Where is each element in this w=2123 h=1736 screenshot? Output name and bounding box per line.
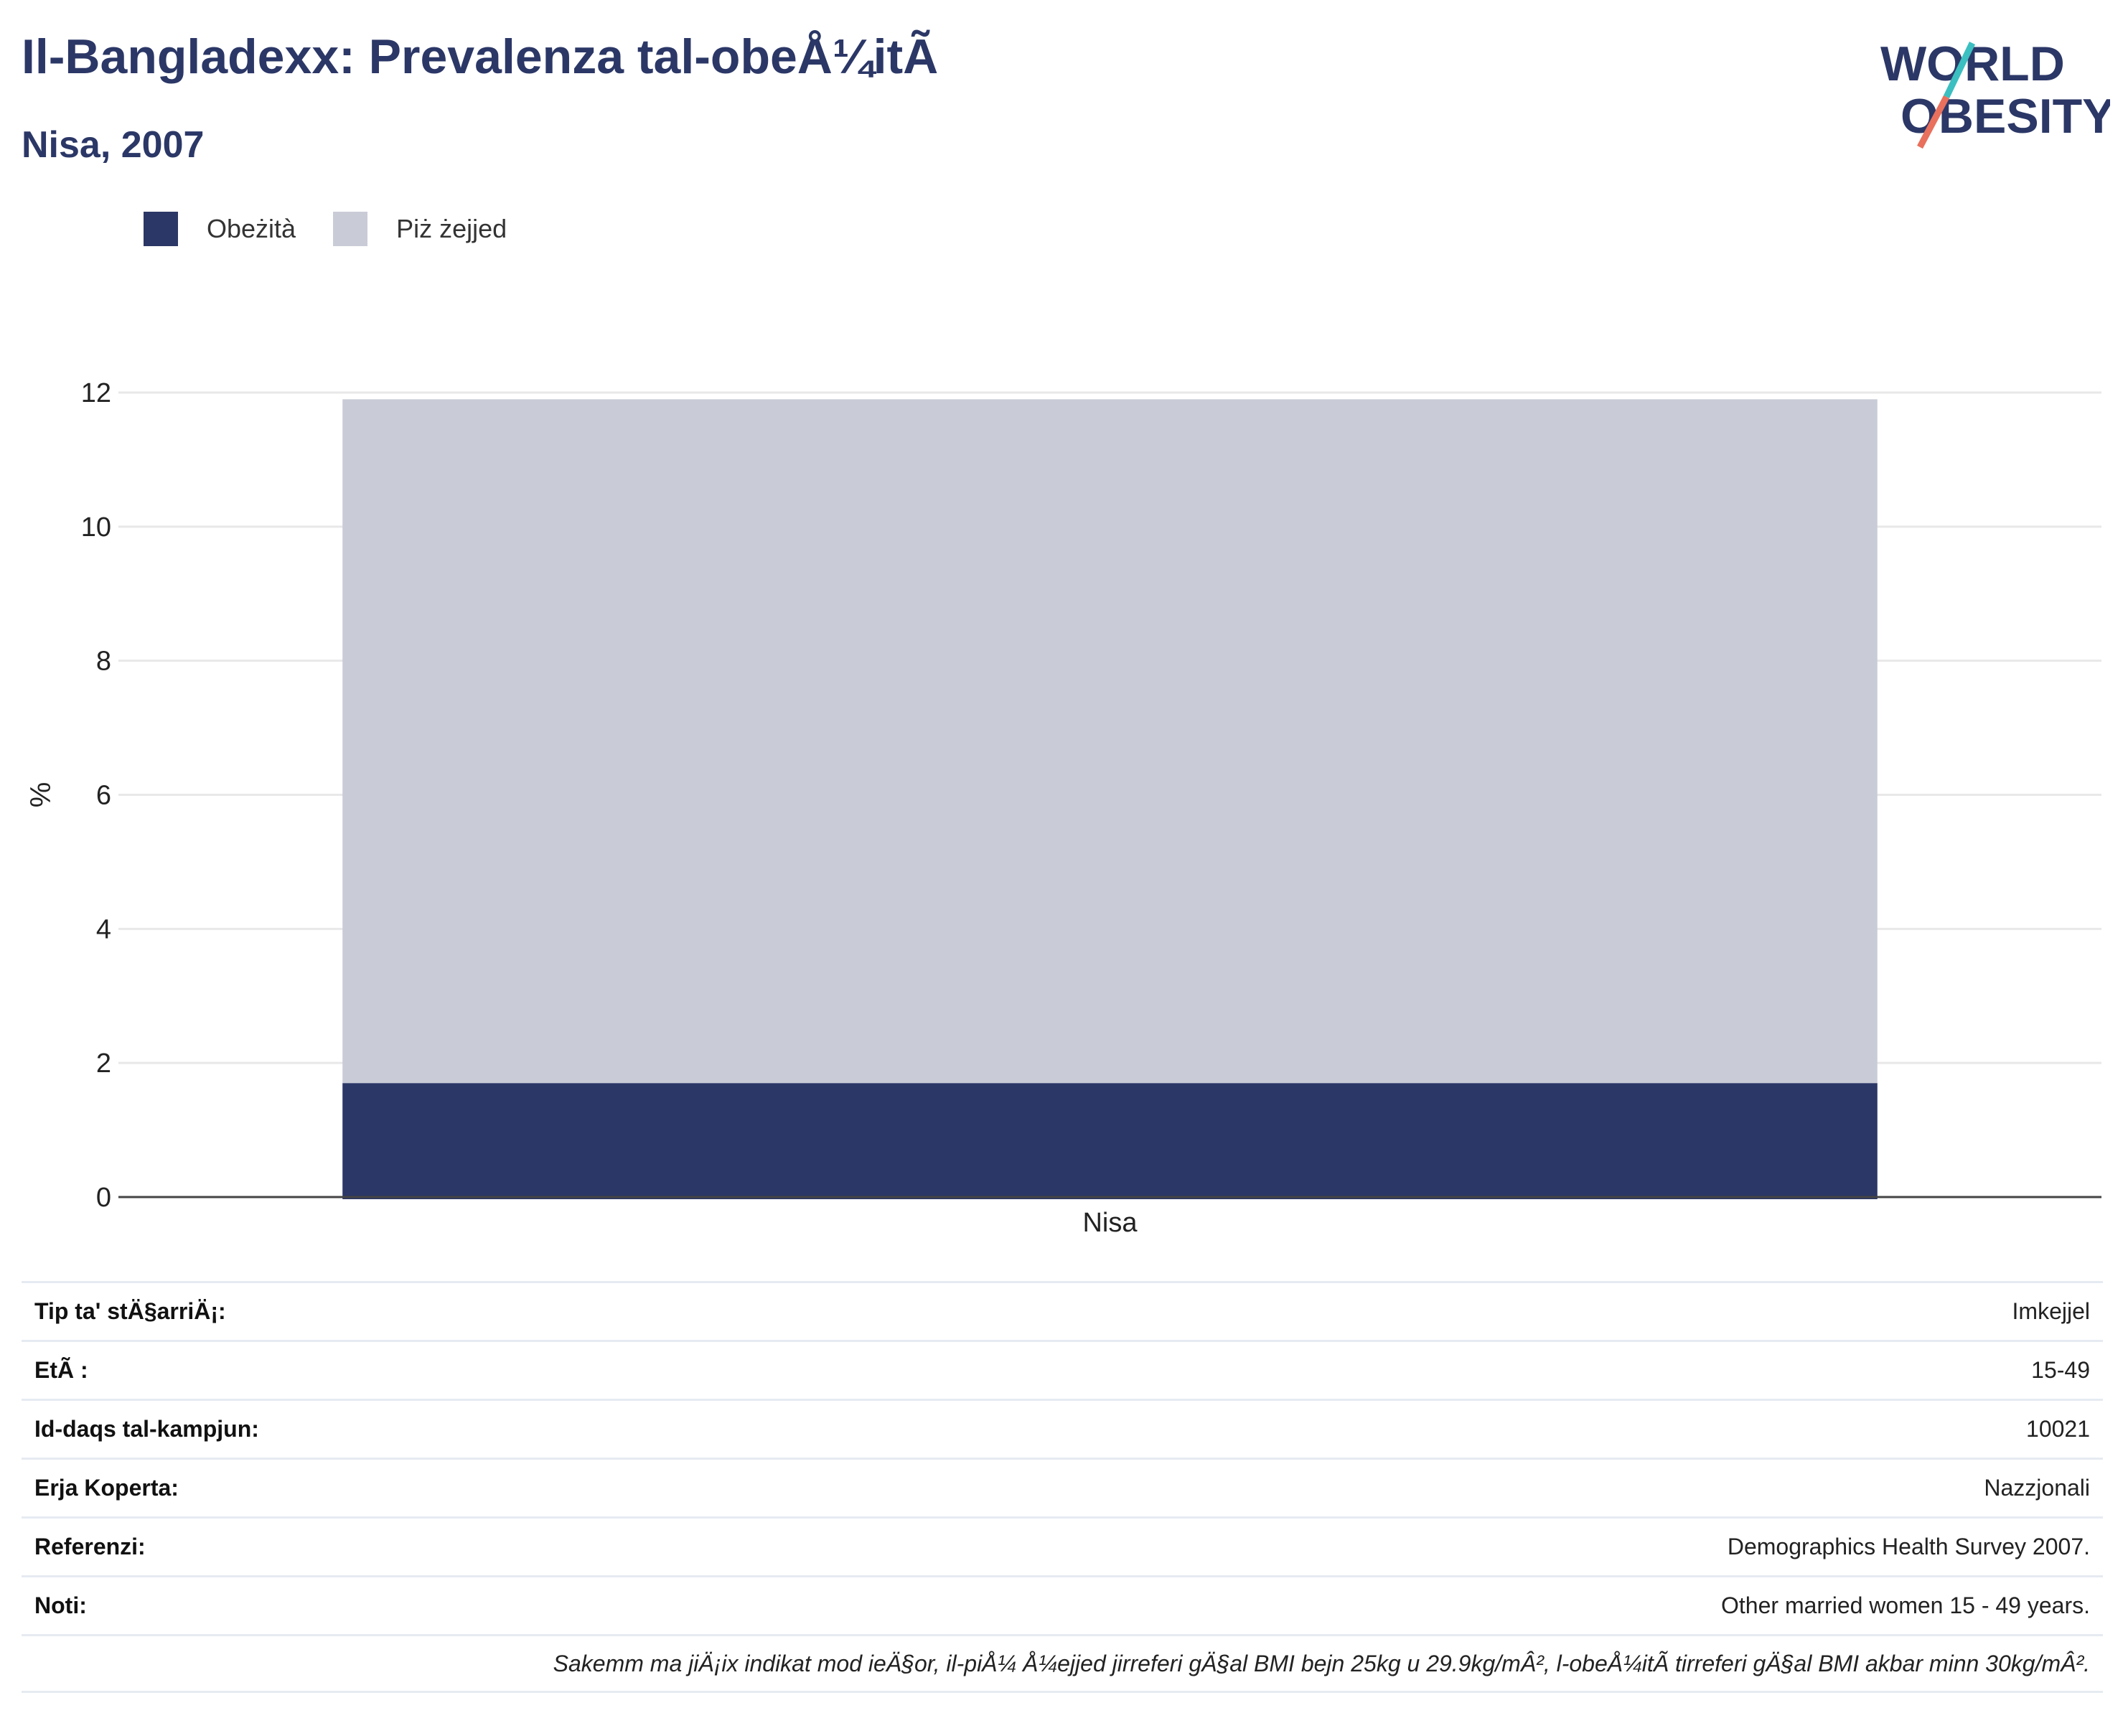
bar-segment-obesity <box>342 1083 1878 1199</box>
logo-accent-coral <box>1917 95 1949 149</box>
info-label: Id-daqs tal-kampjun: <box>34 1416 259 1442</box>
page-title: Il-Bangladexx: Prevalenza tal-obeÅ¼itÃ <box>22 29 939 84</box>
y-tick-label: 0 <box>96 1183 111 1213</box>
y-axis-label: % <box>25 782 57 808</box>
info-row-area: Erja Koperta: Nazzjonali <box>22 1458 2103 1516</box>
info-row-age: EtÃ : 15-49 <box>22 1340 2103 1399</box>
info-value: 15-49 <box>2031 1357 2090 1383</box>
info-label: EtÃ : <box>34 1357 88 1383</box>
legend-swatch-obesity <box>144 212 178 246</box>
info-label: Noti: <box>34 1592 87 1618</box>
legend-swatch-overweight <box>333 212 368 246</box>
legend-item-overweight[interactable]: Piż żejjed <box>333 212 507 246</box>
info-label: Tip ta' stÄ§arriÄ¡: <box>34 1298 226 1324</box>
info-value: Imkejjel <box>2012 1298 2090 1324</box>
info-row-notes: Noti: Other married women 15 - 49 years. <box>22 1575 2103 1634</box>
legend-item-obesity[interactable]: Obeżità <box>144 212 296 246</box>
legend-label-obesity: Obeżità <box>207 214 296 243</box>
info-label: Referenzi: <box>34 1534 146 1559</box>
info-footnote: Sakemm ma jiÄ¡ix indikat mod ieÄ§or, il-… <box>22 1634 2103 1693</box>
legend-label-overweight: Piż żejjed <box>396 214 507 243</box>
y-tick-label: 6 <box>96 781 111 811</box>
y-tick-label: 10 <box>81 512 111 543</box>
info-row-survey-type: Tip ta' stÄ§arriÄ¡: Imkejjel <box>22 1281 2103 1340</box>
bar-segment-overweight <box>342 399 1878 1084</box>
y-tick-label: 2 <box>96 1048 111 1079</box>
y-tick-label: 4 <box>96 914 111 944</box>
chart-legend: Obeżità Piż żejjed <box>144 212 544 246</box>
info-label: Erja Koperta: <box>34 1475 179 1501</box>
info-value: Nazzjonali <box>1984 1475 2090 1501</box>
info-value: Demographics Health Survey 2007. <box>1727 1534 2090 1559</box>
y-tick-label: 12 <box>81 378 111 408</box>
y-tick-label: 8 <box>96 647 111 677</box>
x-tick-label: Nisa <box>1082 1208 1138 1238</box>
info-value: 10021 <box>2026 1416 2090 1442</box>
page-subtitle: Nisa, 2007 <box>22 124 205 166</box>
info-row-sample-size: Id-daqs tal-kampjun: 10021 <box>22 1399 2103 1458</box>
logo-accent-teal <box>1943 42 1976 98</box>
world-obesity-logo: WORLD OBESITY <box>1880 37 2110 149</box>
bar-chart: 0 2 4 6 8 10 12 Nisa% <box>25 378 2101 1238</box>
info-table: Tip ta' stÄ§arriÄ¡: Imkejjel EtÃ : 15-49… <box>22 1281 2103 1693</box>
info-row-references: Referenzi: Demographics Health Survey 20… <box>22 1516 2103 1575</box>
info-value: Other married women 15 - 49 years. <box>1721 1592 2090 1618</box>
